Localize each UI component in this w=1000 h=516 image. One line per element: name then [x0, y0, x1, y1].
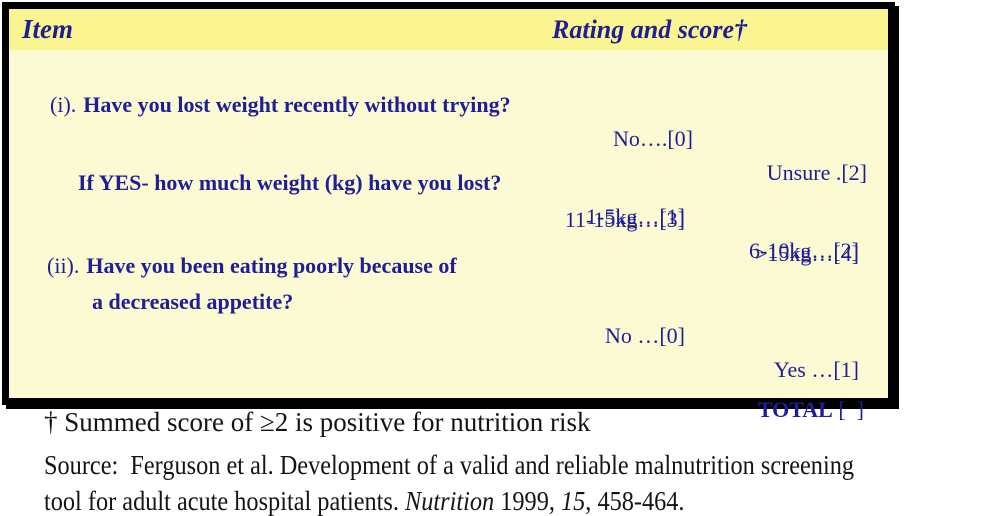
- screening-tool-table: Item Rating and score† (i). Have you lost…: [2, 2, 895, 422]
- question-1-number: (i).: [50, 92, 77, 117]
- source-citation-line1: Source: Ferguson et al. Development of a…: [44, 450, 854, 480]
- question-1-option-unsure: Unsure .[2]: [766, 160, 867, 185]
- weight-option-11-15kg: 11-15kg…[3]: [564, 207, 685, 232]
- dagger-footnote: † Summed score of ≥2 is positive for nut…: [44, 407, 591, 437]
- weight-option-1-5kg: 1-5kg…[1]: [586, 204, 685, 229]
- total-score-box: [ ]: [832, 397, 864, 422]
- question-2-text-line2: a decreased appetite?: [92, 289, 294, 314]
- total-label: TOTAL: [757, 397, 833, 422]
- question-2-option-no: No …[0]: [604, 323, 685, 348]
- question-1-option-no: No….[0]: [612, 126, 693, 151]
- source-citation-line2-post: , 458-464.: [585, 486, 685, 516]
- source-citation-line2-pre: tool for adult acute hospital patients.: [44, 486, 406, 516]
- total-row: TOTAL [ ]: [17, 325, 880, 422]
- table-header-row: Item Rating and score†: [9, 9, 888, 50]
- weight-option-gt15kg: >15kg…[4]: [754, 241, 859, 266]
- question-1b-text: If YES- how much weight (kg) have you lo…: [78, 170, 502, 195]
- column-header-rating-and-score: Rating and score†: [552, 15, 748, 44]
- weight-option-6-10kg: 6-10kg…[2]: [749, 238, 859, 263]
- question-1b-row: If YES- how much weight (kg) have you lo…: [45, 132, 880, 263]
- source-citation-line2-mid: 1999,: [494, 486, 561, 516]
- question-2-option-yes: Yes …[1]: [773, 357, 859, 382]
- question-2-row: (ii). Have you been eating poorly because…: [14, 215, 880, 278]
- journal-name: Nutrition: [405, 486, 495, 516]
- question-2-row-2: a decreased appetite? No …[0] Yes …[1]: [17, 251, 880, 382]
- question-1b-row-2: 11-15kg…[3] >15kg…[4]: [17, 169, 880, 266]
- source-citation-line2: tool for adult acute hospital patients. …: [44, 485, 685, 516]
- question-1-row: (i). Have you lost weight recently withou…: [17, 54, 880, 185]
- question-2-number: (ii).: [47, 253, 80, 278]
- journal-volume: 15: [560, 486, 586, 516]
- question-2-text-line1: Have you been eating poorly because of: [86, 253, 457, 278]
- question-1-text: Have you lost weight recently without tr…: [83, 92, 511, 117]
- column-header-item: Item: [22, 14, 73, 44]
